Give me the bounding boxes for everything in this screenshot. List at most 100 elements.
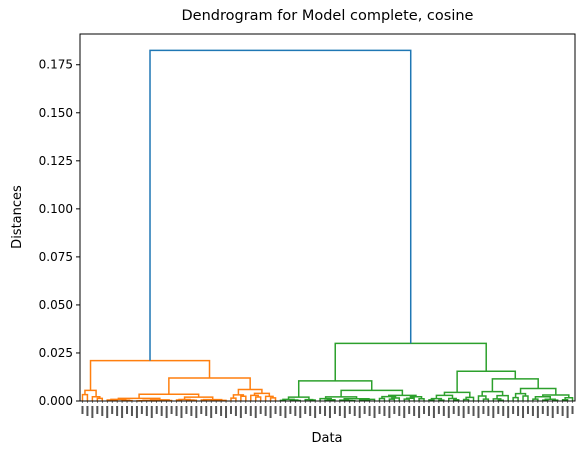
x-leaf-label bbox=[334, 406, 336, 414]
dendrogram-link bbox=[492, 379, 538, 392]
y-axis-label: Distances bbox=[10, 185, 25, 249]
dendrogram-link bbox=[299, 381, 372, 397]
chart-title: Dendrogram for Model complete, cosine bbox=[80, 8, 575, 24]
x-leaf-label bbox=[190, 406, 192, 416]
x-leaf-label bbox=[250, 406, 252, 416]
x-leaf-label bbox=[453, 406, 455, 414]
dendrogram-link bbox=[335, 343, 486, 380]
x-leaf-label bbox=[166, 406, 168, 418]
x-leaf-label bbox=[448, 406, 450, 418]
x-leaf-label bbox=[438, 406, 440, 414]
x-leaf-label bbox=[96, 406, 98, 414]
x-leaf-label bbox=[294, 406, 296, 416]
x-leaf-label bbox=[463, 406, 465, 418]
x-leaf-label bbox=[388, 406, 390, 418]
x-leaf-label bbox=[161, 406, 163, 416]
x-leaf-label bbox=[176, 406, 178, 416]
x-leaf-label bbox=[81, 406, 83, 414]
x-leaf-label bbox=[339, 406, 341, 416]
x-leaf-label bbox=[205, 406, 207, 416]
y-tick-label: 0.025 bbox=[39, 346, 73, 360]
x-leaf-label bbox=[393, 406, 395, 414]
x-leaf-label bbox=[180, 406, 182, 418]
x-leaf-label bbox=[473, 406, 475, 416]
x-leaf-label bbox=[185, 406, 187, 414]
x-leaf-label bbox=[532, 406, 534, 416]
x-leaf-label bbox=[200, 406, 202, 414]
x-leaf-label bbox=[408, 406, 410, 414]
x-leaf-label bbox=[428, 406, 430, 416]
x-leaf-label bbox=[255, 406, 257, 418]
x-leaf-label bbox=[507, 406, 509, 418]
x-leaf-label bbox=[265, 406, 267, 416]
x-leaf-label bbox=[329, 406, 331, 418]
x-leaf-label bbox=[121, 406, 123, 418]
x-leaf-label bbox=[423, 406, 425, 414]
x-leaf-label bbox=[91, 406, 93, 418]
x-leaf-label bbox=[304, 406, 306, 414]
x-leaf-label bbox=[354, 406, 356, 416]
dendrogram-link bbox=[85, 390, 96, 396]
x-leaf-label bbox=[116, 406, 118, 416]
x-leaf-label bbox=[477, 406, 479, 418]
x-leaf-label bbox=[522, 406, 524, 418]
x-leaf-label bbox=[101, 406, 103, 416]
x-leaf-label bbox=[215, 406, 217, 414]
x-leaf-label bbox=[403, 406, 405, 418]
x-leaf-label bbox=[344, 406, 346, 418]
x-leaf-label bbox=[468, 406, 470, 414]
dendrogram-link bbox=[256, 397, 261, 401]
x-leaf-label bbox=[299, 406, 301, 418]
dendrogram-link bbox=[204, 400, 222, 401]
dendrogram-link bbox=[266, 396, 273, 401]
x-leaf-label bbox=[210, 406, 212, 418]
x-leaf-label bbox=[141, 406, 143, 414]
x-axis-label: Data bbox=[311, 431, 342, 446]
x-leaf-label bbox=[131, 406, 133, 416]
x-leaf-label bbox=[319, 406, 321, 414]
x-leaf-label bbox=[482, 406, 484, 414]
x-leaf-label bbox=[502, 406, 504, 416]
x-leaf-label bbox=[349, 406, 351, 414]
dendrogram-link bbox=[513, 398, 518, 401]
x-leaf-label bbox=[567, 406, 569, 418]
x-leaf-label bbox=[557, 406, 559, 414]
x-leaf-label bbox=[398, 406, 400, 416]
x-leaf-label bbox=[383, 406, 385, 416]
x-leaf-label bbox=[552, 406, 554, 418]
y-tick-label: 0.050 bbox=[39, 298, 73, 312]
x-leaf-label bbox=[443, 406, 445, 416]
x-leaf-label bbox=[359, 406, 361, 418]
x-leaf-label bbox=[270, 406, 272, 418]
x-leaf-label bbox=[547, 406, 549, 416]
x-leaf-label bbox=[364, 406, 366, 414]
x-leaf-label bbox=[314, 406, 316, 418]
x-leaf-label bbox=[374, 406, 376, 418]
x-leaf-label bbox=[413, 406, 415, 416]
x-leaf-label bbox=[324, 406, 326, 416]
y-tick-label: 0.175 bbox=[39, 58, 73, 72]
x-leaf-label bbox=[572, 406, 574, 414]
x-leaf-label bbox=[542, 406, 544, 414]
x-leaf-label bbox=[111, 406, 113, 414]
dendrogram-link bbox=[150, 50, 411, 360]
y-tick-label: 0.150 bbox=[39, 106, 73, 120]
x-axis-leaf-labels bbox=[81, 401, 573, 418]
dendrogram-link bbox=[151, 400, 170, 401]
x-leaf-label bbox=[275, 406, 277, 414]
dendrogram-link bbox=[91, 361, 210, 391]
x-leaf-label bbox=[260, 406, 262, 414]
x-leaf-label bbox=[512, 406, 514, 414]
y-tick-label: 0.125 bbox=[39, 154, 73, 168]
x-leaf-label bbox=[517, 406, 519, 416]
dendrogram-link bbox=[457, 371, 515, 392]
x-leaf-label bbox=[487, 406, 489, 416]
dendrogram-link bbox=[241, 396, 246, 401]
plot-frame bbox=[80, 34, 575, 401]
x-leaf-label bbox=[369, 406, 371, 416]
x-leaf-label bbox=[537, 406, 539, 418]
x-leaf-label bbox=[492, 406, 494, 418]
dendrogram-link bbox=[523, 396, 528, 401]
x-leaf-label bbox=[86, 406, 88, 416]
